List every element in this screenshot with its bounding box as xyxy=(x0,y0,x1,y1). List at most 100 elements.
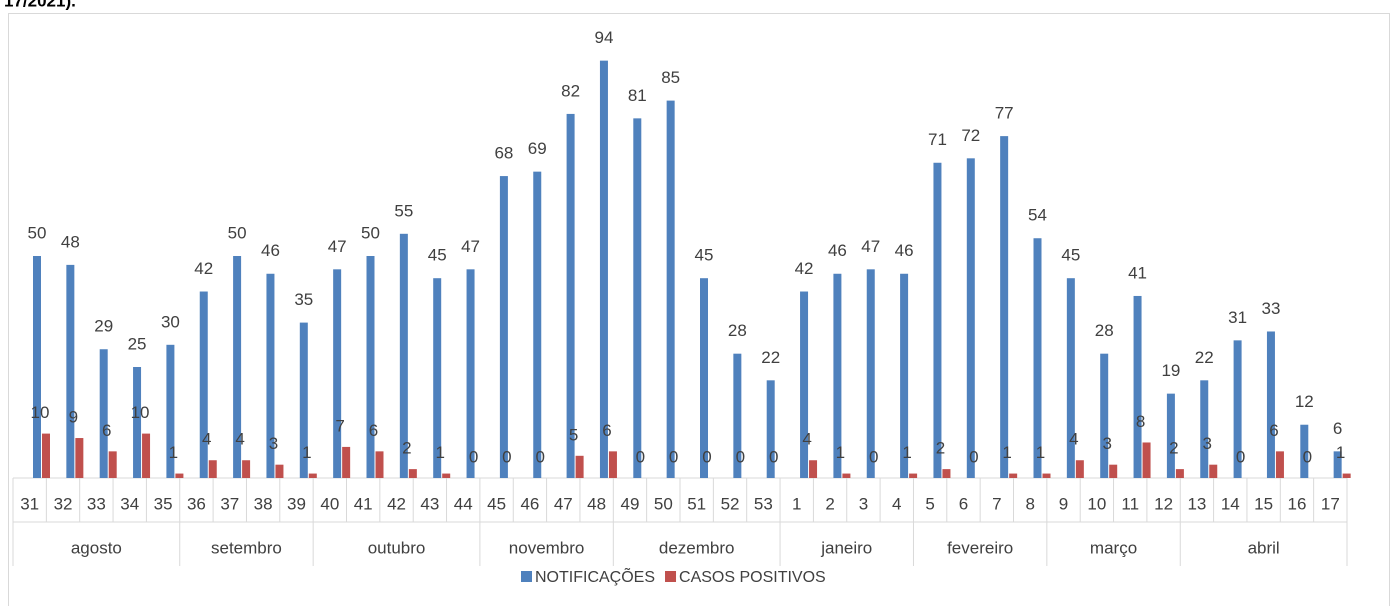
value-label: 0 xyxy=(1236,447,1245,466)
bar xyxy=(1209,464,1218,478)
bar xyxy=(1075,460,1084,478)
value-label: 22 xyxy=(1195,348,1214,367)
x-tick-label: 51 xyxy=(687,494,706,513)
bar xyxy=(233,256,242,478)
bar xyxy=(866,269,875,478)
bar xyxy=(809,460,818,478)
value-label: 3 xyxy=(269,434,278,453)
bar xyxy=(66,264,75,478)
x-tick-label: 14 xyxy=(1221,494,1240,513)
value-label: 1 xyxy=(169,443,178,462)
bar xyxy=(1300,424,1309,478)
x-tick-label: 3 xyxy=(859,494,868,513)
legend-swatch xyxy=(665,571,677,582)
x-tick-label: 52 xyxy=(721,494,740,513)
value-label: 5 xyxy=(569,425,578,444)
value-label: 10 xyxy=(131,403,150,422)
bar xyxy=(900,273,909,478)
value-label: 4 xyxy=(802,430,811,449)
bar xyxy=(1066,278,1075,478)
bar xyxy=(1142,442,1151,478)
x-tick-label: 15 xyxy=(1254,494,1273,513)
value-label: 30 xyxy=(161,312,180,331)
value-label: 81 xyxy=(628,86,647,105)
bar xyxy=(408,469,417,478)
bar xyxy=(909,473,918,478)
x-tick-label: 43 xyxy=(420,494,439,513)
x-tick-label: 12 xyxy=(1154,494,1173,513)
bar xyxy=(608,451,617,478)
x-tick-label: 53 xyxy=(754,494,773,513)
bar xyxy=(733,353,742,478)
bar xyxy=(966,158,975,478)
bar xyxy=(842,473,851,478)
value-label: 3 xyxy=(1203,434,1212,453)
bar xyxy=(1266,331,1275,478)
value-label: 4 xyxy=(202,430,211,449)
bar xyxy=(199,291,208,478)
value-label: 68 xyxy=(494,144,513,163)
value-label: 1 xyxy=(1002,443,1011,462)
bar xyxy=(575,455,584,478)
value-label: 1 xyxy=(1336,443,1345,462)
value-label: 2 xyxy=(402,439,411,458)
bar xyxy=(175,473,184,478)
x-tick-label: 44 xyxy=(454,494,473,513)
value-label: 50 xyxy=(228,223,247,242)
x-tick-label: 42 xyxy=(387,494,406,513)
bar xyxy=(466,269,475,478)
x-tick-label: 37 xyxy=(220,494,239,513)
value-label: 4 xyxy=(1069,430,1078,449)
bar xyxy=(142,433,151,478)
value-label: 6 xyxy=(369,421,378,440)
x-tick-label: 33 xyxy=(87,494,106,513)
value-label: 47 xyxy=(328,237,347,256)
bar xyxy=(208,460,217,478)
bar xyxy=(99,349,108,478)
value-label: 0 xyxy=(969,447,978,466)
value-label: 6 xyxy=(1333,419,1342,438)
value-label: 29 xyxy=(94,317,113,336)
value-label: 41 xyxy=(1128,263,1147,282)
x-tick-label: 9 xyxy=(1059,494,1068,513)
value-label: 2 xyxy=(1169,439,1178,458)
bar xyxy=(75,438,84,478)
group-label: outubro xyxy=(368,538,426,557)
value-label: 72 xyxy=(961,126,980,145)
value-label: 28 xyxy=(728,321,747,340)
x-tick-label: 41 xyxy=(354,494,373,513)
value-label: 42 xyxy=(795,259,814,278)
bar xyxy=(108,451,117,478)
value-label: 6 xyxy=(102,421,111,440)
value-label: 47 xyxy=(861,237,880,256)
value-label: 50 xyxy=(28,223,47,242)
bar xyxy=(766,380,775,478)
value-label: 31 xyxy=(1228,308,1247,327)
value-label: 0 xyxy=(669,447,678,466)
value-label: 2 xyxy=(936,439,945,458)
value-label: 6 xyxy=(602,421,611,440)
value-label: 47 xyxy=(461,237,480,256)
x-tick-label: 16 xyxy=(1288,494,1307,513)
bar xyxy=(1166,393,1175,478)
bar xyxy=(942,469,951,478)
x-tick-label: 11 xyxy=(1121,494,1139,513)
value-label: 54 xyxy=(1028,206,1047,225)
value-label: 7 xyxy=(335,416,344,435)
bar xyxy=(1009,473,1018,478)
bar xyxy=(1275,451,1284,478)
group-label: março xyxy=(1090,538,1137,557)
value-label: 1 xyxy=(902,443,911,462)
value-label: 48 xyxy=(61,232,80,251)
bar xyxy=(433,278,442,478)
value-label: 0 xyxy=(869,447,878,466)
value-label: 6 xyxy=(1269,421,1278,440)
bar xyxy=(308,473,317,478)
x-tick-label: 47 xyxy=(554,494,573,513)
value-label: 46 xyxy=(895,241,914,260)
value-label: 35 xyxy=(294,290,313,309)
legend-label: CASOS POSITIVOS xyxy=(679,569,826,586)
bar xyxy=(299,322,308,478)
value-label: 50 xyxy=(361,223,380,242)
value-label: 46 xyxy=(828,241,847,260)
